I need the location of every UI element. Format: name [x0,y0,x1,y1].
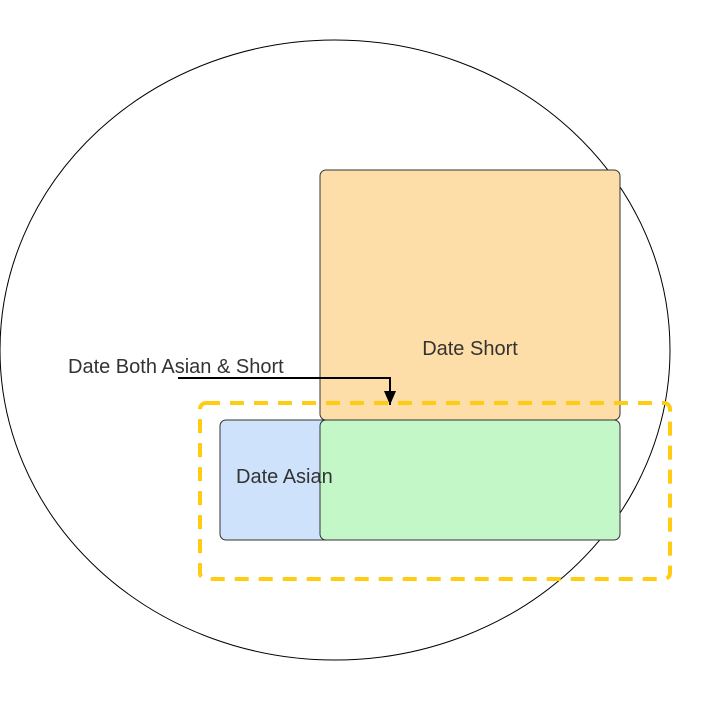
outer-ellipse [0,39,671,661]
annotation-arrow [178,377,396,405]
overlap-box[interactable] [319,419,621,541]
highlight-dashed-rect [198,401,672,581]
annotation-label: Date Both Asian & Short [68,356,284,378]
date-short-label: Date Short [422,338,518,360]
date-short-box[interactable] [319,169,621,421]
date-asian-label: Date Asian [236,466,333,488]
